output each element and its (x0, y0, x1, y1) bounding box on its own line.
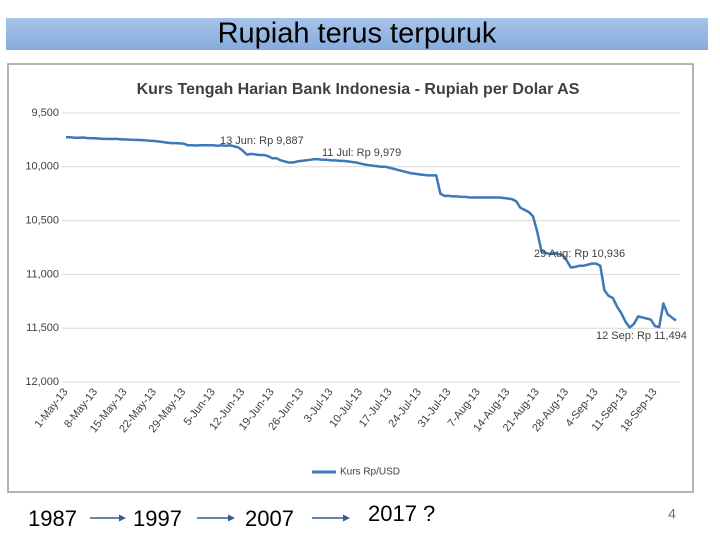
year: 2017 ? (368, 501, 435, 526)
slide-title: Rupiah terus terpuruk (218, 18, 497, 50)
y-tick-label: 11,000 (26, 268, 59, 280)
y-tick-label: 10,000 (25, 161, 59, 173)
arrowhead (343, 514, 350, 522)
annotation: 11 Jul: Rp 9,979 (322, 147, 401, 159)
arrowhead (119, 514, 126, 522)
page-number: 4 (668, 506, 676, 522)
y-tick-label: 10,500 (25, 215, 59, 227)
annotation: 12 Sep: Rp 11,494 (596, 330, 687, 342)
annotation: 29 Aug: Rp 10,936 (534, 248, 625, 260)
annotation: 13 Jun: Rp 9,887 (220, 135, 304, 147)
year: 1987 (28, 506, 77, 531)
chart-frame (7, 63, 694, 493)
legend-label: Kurs Rp/USD (340, 467, 400, 478)
data-line (66, 135, 677, 329)
year: 2007 (245, 506, 294, 531)
year: 1997 (133, 506, 182, 531)
title-bar (6, 18, 708, 50)
y-tick-label: 11,500 (26, 322, 59, 334)
y-tick-label: 9,500 (31, 107, 59, 119)
y-tick-label: 12,000 (25, 376, 59, 388)
arrowhead (228, 514, 235, 522)
chart-title: Kurs Tengah Harian Bank Indonesia - Rupi… (137, 81, 580, 98)
